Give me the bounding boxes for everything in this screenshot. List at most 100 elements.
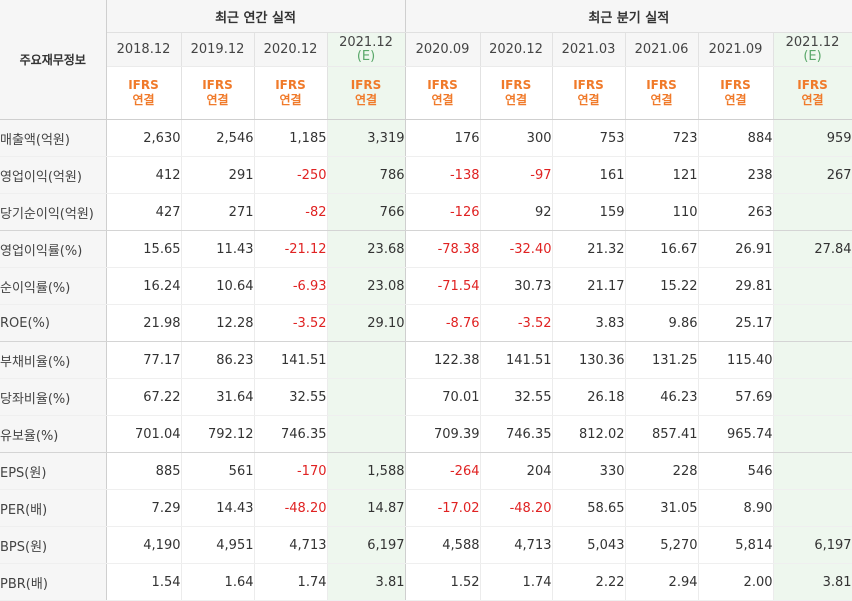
table-cell: -3.52 <box>480 304 553 342</box>
table-cell: 2,630 <box>106 119 182 157</box>
table-cell: 3.83 <box>552 304 626 342</box>
table-cell: 330 <box>552 452 626 490</box>
period-label: 2020.12 <box>263 41 318 57</box>
period-header: 2020.12 <box>480 32 553 67</box>
table-row: 부채비율(%) 77.17 86.23 141.51 122.38 141.51 130.3… <box>0 341 852 379</box>
table-cell: 885 <box>106 452 182 490</box>
table-cell: 115.40 <box>698 341 774 379</box>
table-cell: -82 <box>254 193 328 231</box>
period-header: 2021.03 <box>552 32 626 67</box>
group-header-row: 주요재무정보 최근 연간 실적 최근 분기 실적 <box>0 0 852 120</box>
row-label: 당기순이익(억원) <box>0 193 107 231</box>
row-label: 당좌비율(%) <box>0 378 107 416</box>
table-cell: 31.64 <box>181 378 255 416</box>
basis-consolidation: 연결 <box>431 93 454 107</box>
table-cell: -8.76 <box>405 304 481 342</box>
table-row: 순이익률(%) 16.24 10.64 -6.93 23.08 -71.54 30.73 21… <box>0 267 852 305</box>
row-label: ROE(%) <box>0 304 107 342</box>
table-cell: 3,319 <box>327 119 406 157</box>
table-cell: 546 <box>698 452 774 490</box>
table-cell: 16.24 <box>106 267 182 305</box>
basis-header: IFRS 연결 <box>405 66 481 120</box>
table-row: 당좌비율(%) 67.22 31.64 32.55 70.01 32.55 26.18 46.… <box>0 378 852 416</box>
table-cell: 1.74 <box>480 563 553 601</box>
table-row: PBR(배) 1.54 1.64 1.74 3.81 1.52 1.74 2.22 2.94 2.… <box>0 563 852 601</box>
table-row: EPS(원) 885 561 -170 1,588 -264 204 330 228 546 <box>0 452 852 490</box>
table-cell: 1.52 <box>405 563 481 601</box>
basis-standard: IFRS <box>720 78 751 92</box>
table-cell <box>327 378 406 416</box>
table-cell: 9.86 <box>625 304 699 342</box>
table-cell: 176 <box>405 119 481 157</box>
table-cell: 4,951 <box>181 526 255 564</box>
table-cell: 1,185 <box>254 119 328 157</box>
basis-header: IFRS 연결 <box>552 66 626 120</box>
table-cell: -97 <box>480 156 553 194</box>
table-cell: 7.29 <box>106 489 182 527</box>
basis-header: IFRS 연결 <box>327 66 406 120</box>
table-body: 매출액(억원) 2,630 2,546 1,185 3,319 176 300 753 723 8… <box>0 119 852 601</box>
basis-header-row: IFRS 연결 IFRS 연결 IFRS 연결 IFRS 연결 IFRS 연결 IFRS 연결 IFRS… <box>0 66 852 120</box>
table-cell: 11.43 <box>181 230 255 268</box>
basis-consolidation: 연결 <box>650 93 673 107</box>
table-cell: -138 <box>405 156 481 194</box>
row-label: PBR(배) <box>0 563 107 601</box>
table-cell: 701.04 <box>106 415 182 453</box>
table-cell: -78.38 <box>405 230 481 268</box>
table-cell: 21.98 <box>106 304 182 342</box>
period-label: 2019.12 <box>190 41 245 57</box>
table-cell: 4,588 <box>405 526 481 564</box>
table-cell: 32.55 <box>480 378 553 416</box>
table-cell: -6.93 <box>254 267 328 305</box>
table-cell: 92 <box>480 193 553 231</box>
table-cell: 21.17 <box>552 267 626 305</box>
table-cell: 1.54 <box>106 563 182 601</box>
table-cell: 29.10 <box>327 304 406 342</box>
table-cell: 753 <box>552 119 626 157</box>
table-cell: -21.12 <box>254 230 328 268</box>
table-cell: 291 <box>181 156 255 194</box>
basis-consolidation: 연결 <box>206 93 229 107</box>
period-header: 2020.12 <box>254 32 328 67</box>
row-label: 부채비율(%) <box>0 341 107 379</box>
table-cell: 267 <box>773 156 852 194</box>
period-header: 2021.06 <box>625 32 699 67</box>
table-row: 당기순이익(억원) 427 271 -82 766 -126 92 159 110 263 <box>0 193 852 231</box>
table-cell: 30.73 <box>480 267 553 305</box>
basis-consolidation: 연결 <box>801 93 824 107</box>
table-cell: 965.74 <box>698 415 774 453</box>
table-cell: 271 <box>181 193 255 231</box>
table-row: 영업이익률(%) 15.65 11.43 -21.12 23.68 -78.38 -32.4… <box>0 230 852 268</box>
period-label: 2021.12 <box>785 34 840 50</box>
table-cell: 12.28 <box>181 304 255 342</box>
basis-standard: IFRS <box>427 78 458 92</box>
period-label: 2021.03 <box>561 41 616 57</box>
basis-standard: IFRS <box>275 78 306 92</box>
table-cell: -17.02 <box>405 489 481 527</box>
table-cell: 26.91 <box>698 230 774 268</box>
table-row: 유보율(%) 701.04 792.12 746.35 709.39 746.35 812.… <box>0 415 852 453</box>
basis-standard: IFRS <box>646 78 677 92</box>
table-cell: 57.69 <box>698 378 774 416</box>
table-cell: 10.64 <box>181 267 255 305</box>
table-cell: 8.90 <box>698 489 774 527</box>
table-cell: 5,043 <box>552 526 626 564</box>
estimate-marker: (E) <box>356 48 376 64</box>
table-cell: -32.40 <box>480 230 553 268</box>
basis-consolidation: 연결 <box>724 93 747 107</box>
table-cell: 746.35 <box>254 415 328 453</box>
period-header: 2018.12 <box>106 32 182 67</box>
table-cell: 25.17 <box>698 304 774 342</box>
table-cell: 86.23 <box>181 341 255 379</box>
table-row: 영업이익(억원) 412 291 -250 786 -138 -97 161 121 238 267 <box>0 156 852 194</box>
period-header-row: 2018.12 2019.12 2020.12 2021.12 (E) 2020.09 20… <box>0 32 852 67</box>
table-cell: 110 <box>625 193 699 231</box>
table-cell <box>327 341 406 379</box>
table-cell: 766 <box>327 193 406 231</box>
basis-header: IFRS 연결 <box>106 66 182 120</box>
row-label: 유보율(%) <box>0 415 107 453</box>
table-cell <box>773 267 852 305</box>
table-cell: 4,713 <box>480 526 553 564</box>
table-cell: 884 <box>698 119 774 157</box>
table-cell: 27.84 <box>773 230 852 268</box>
